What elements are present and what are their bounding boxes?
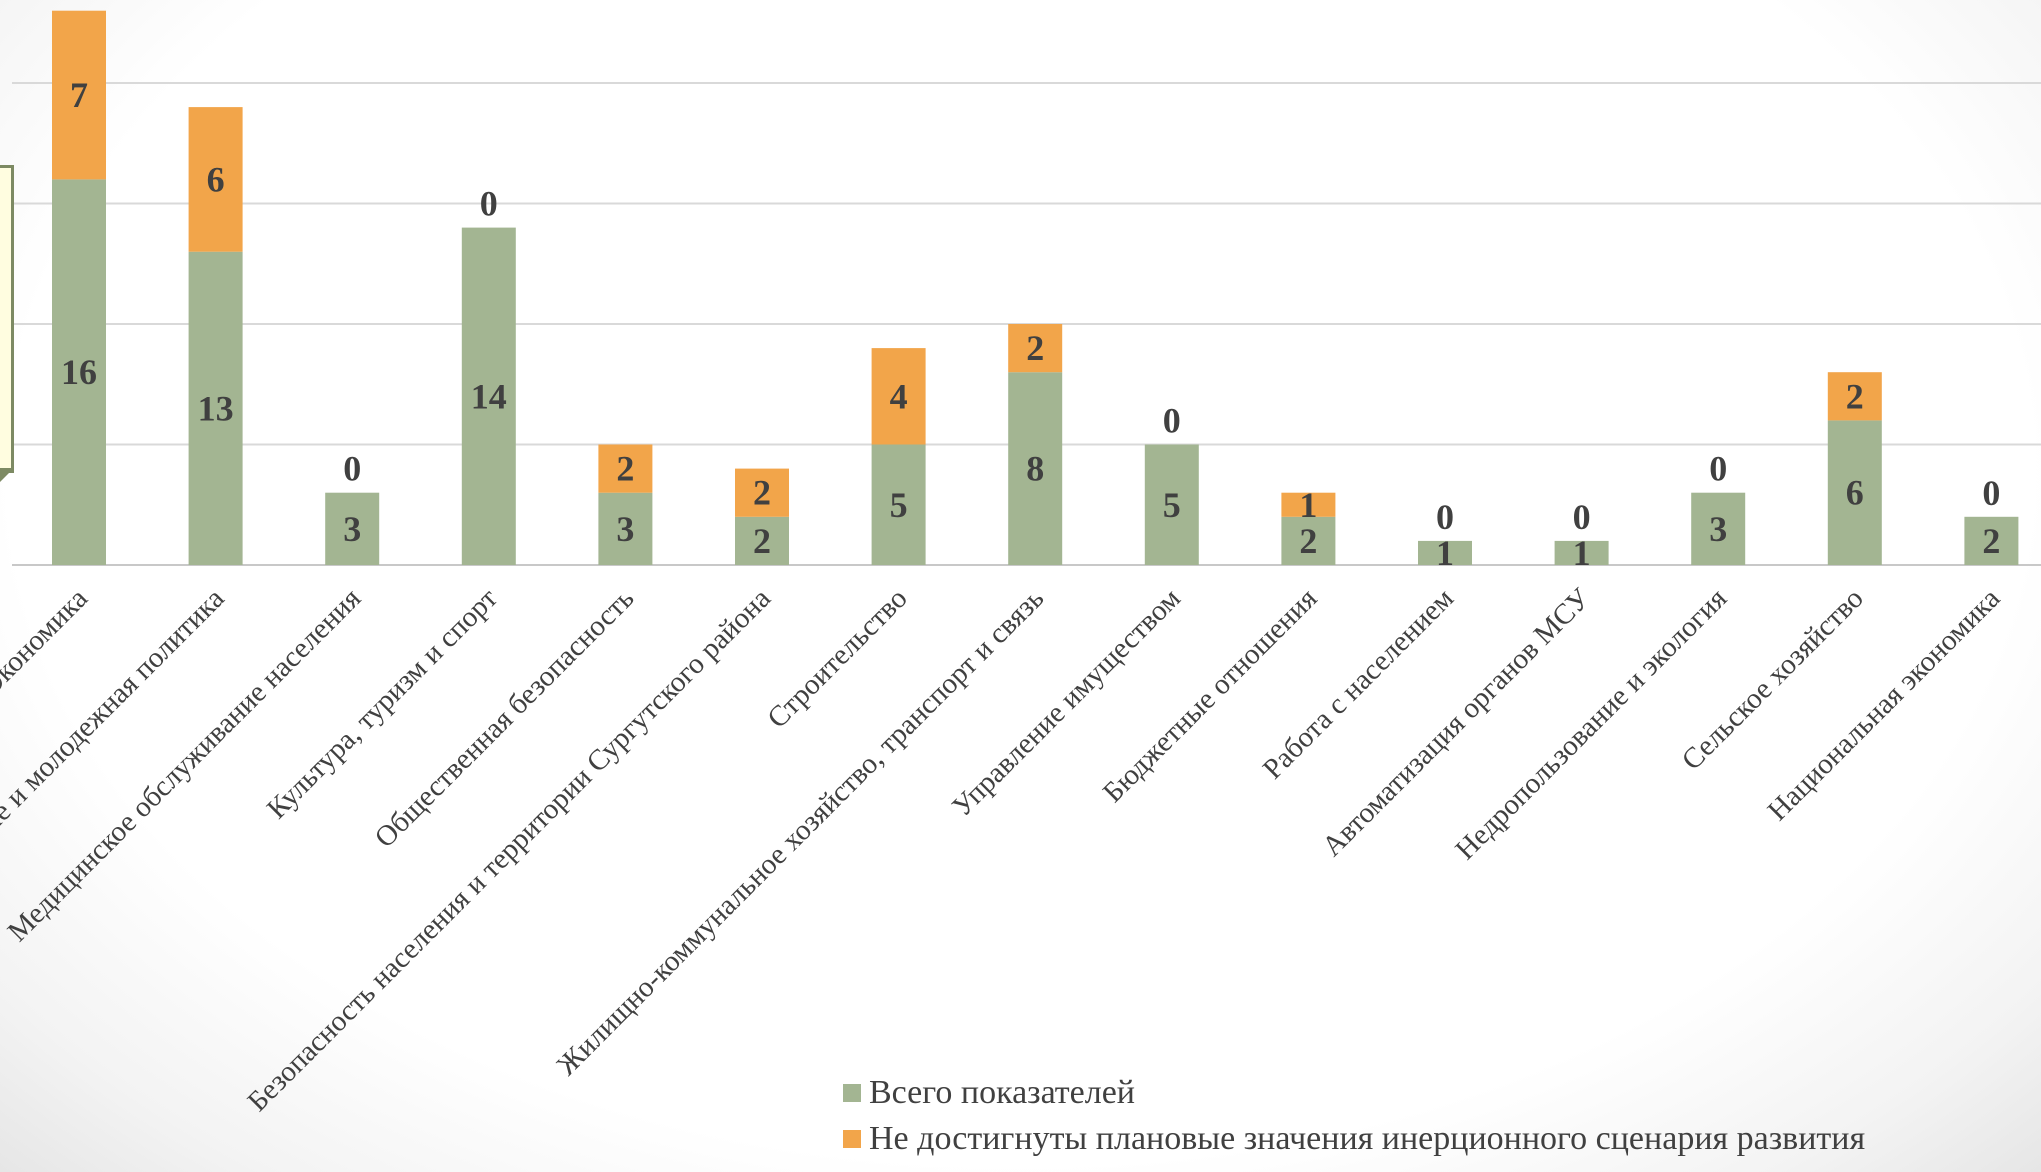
value-label-total: 5 xyxy=(890,485,908,525)
value-label-total: 8 xyxy=(1026,449,1044,489)
bar-total xyxy=(325,492,380,565)
value-label-total: 2 xyxy=(1982,521,2000,561)
legend-item-not-achieved: Не достигнуты плановые значения инерцион… xyxy=(843,1116,1865,1162)
bar-total xyxy=(1691,492,1746,565)
value-label-total: 6 xyxy=(1846,473,1864,513)
value-label-not-achieved: 2 xyxy=(753,473,771,513)
value-label-total: 1 xyxy=(1436,533,1454,573)
value-label-total: 1 xyxy=(1573,533,1591,573)
value-label-total: 14 xyxy=(471,376,507,416)
bar-total xyxy=(1827,420,1882,565)
value-label-not-achieved: 0 xyxy=(1573,497,1591,537)
value-label-not-achieved: 4 xyxy=(890,376,908,416)
value-label-not-achieved: 0 xyxy=(1436,497,1454,537)
value-label-not-achieved: 2 xyxy=(1026,328,1044,368)
bar-total xyxy=(871,444,926,565)
bar-total xyxy=(1554,540,1609,565)
legend-label-not-achieved: Не достигнуты плановые значения инерцион… xyxy=(869,1120,1866,1157)
bar-not-achieved xyxy=(735,468,789,517)
bar-total xyxy=(1964,516,2019,565)
value-label-total: 3 xyxy=(616,509,634,549)
bar-total xyxy=(598,492,653,565)
category-label: Безопасность населения и территории Сург… xyxy=(241,582,777,1118)
category-label: Культура, туризм и спорт xyxy=(261,582,504,825)
bar-not-achieved xyxy=(188,107,243,252)
category-label: Строительство xyxy=(761,582,913,734)
bar-not-achieved xyxy=(598,444,653,493)
legend-swatch-total xyxy=(843,1084,861,1102)
bar-total xyxy=(1144,444,1199,565)
value-label-total: 5 xyxy=(1163,485,1181,525)
callout-box xyxy=(0,165,14,473)
legend-item-total: Всего показателей xyxy=(843,1070,1865,1116)
bar-not-achieved xyxy=(871,348,926,445)
value-label-not-achieved: 0 xyxy=(1163,401,1181,441)
value-label-total: 3 xyxy=(343,509,361,549)
value-label-not-achieved: 6 xyxy=(207,159,225,199)
callout-tail xyxy=(0,468,14,482)
value-label-not-achieved: 1 xyxy=(1299,485,1317,525)
legend-swatch-not-achieved xyxy=(843,1130,861,1148)
category-label: Экономика xyxy=(0,582,94,701)
bar-total xyxy=(461,227,516,565)
value-label-total: 16 xyxy=(61,352,97,392)
value-label-not-achieved: 0 xyxy=(343,449,361,489)
value-label-total: 2 xyxy=(1299,521,1317,561)
value-label-total: 3 xyxy=(1709,509,1727,549)
legend: Всего показателей Не достигнуты плановые… xyxy=(843,1070,1865,1162)
bar-not-achieved xyxy=(1827,372,1882,421)
legend-label-total: Всего показателей xyxy=(869,1074,1136,1111)
value-label-not-achieved: 0 xyxy=(480,184,498,224)
bar-not-achieved xyxy=(52,10,106,180)
value-label-not-achieved: 7 xyxy=(70,75,88,115)
bar-not-achieved xyxy=(1008,324,1063,373)
bar-total xyxy=(188,251,243,565)
bar-total xyxy=(1008,372,1063,565)
value-label-not-achieved: 2 xyxy=(1846,376,1864,416)
category-label: Недропользование и экология xyxy=(1449,582,1733,866)
category-label: Управление имуществом xyxy=(946,582,1187,823)
value-label-not-achieved: 0 xyxy=(1709,449,1727,489)
category-label: Автоматизация органов МСУ xyxy=(1316,582,1597,863)
bar-total xyxy=(52,179,106,565)
value-label-total: 2 xyxy=(753,521,771,561)
category-label: Жилищно-коммунальное хозяйство, транспор… xyxy=(551,582,1050,1081)
category-label: Общественная безопасность xyxy=(369,582,641,854)
value-label-not-achieved: 2 xyxy=(616,449,634,489)
value-label-not-achieved: 0 xyxy=(1982,473,2000,513)
value-label-total: 13 xyxy=(198,388,234,428)
bar-total xyxy=(735,516,789,565)
bar-total xyxy=(1418,540,1472,565)
bar-total xyxy=(1281,516,1336,565)
bars xyxy=(52,10,2019,565)
bar-not-achieved xyxy=(1281,492,1336,517)
category-label: Национальная экономика xyxy=(1762,582,2007,827)
